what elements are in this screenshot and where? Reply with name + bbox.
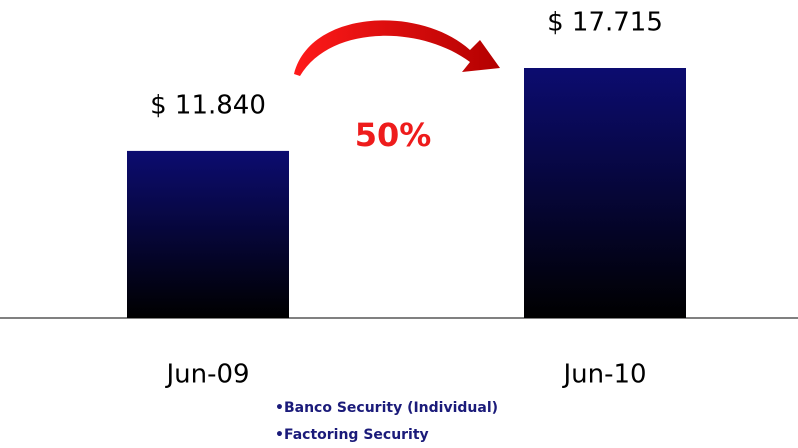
- bar: [127, 150, 289, 318]
- value-label: $ 11.840: [150, 90, 266, 120]
- x-tick-label: Jun-09: [164, 360, 249, 390]
- x-tick-label: Jun-10: [561, 360, 646, 390]
- growth-annotation: 50%: [355, 116, 432, 154]
- note: •Banco Security (Individual): [275, 400, 498, 416]
- note: •Factoring Security: [275, 427, 429, 443]
- value-label: $ 17.715: [547, 8, 663, 38]
- growth-arrow: [294, 20, 500, 76]
- bar: [524, 68, 686, 318]
